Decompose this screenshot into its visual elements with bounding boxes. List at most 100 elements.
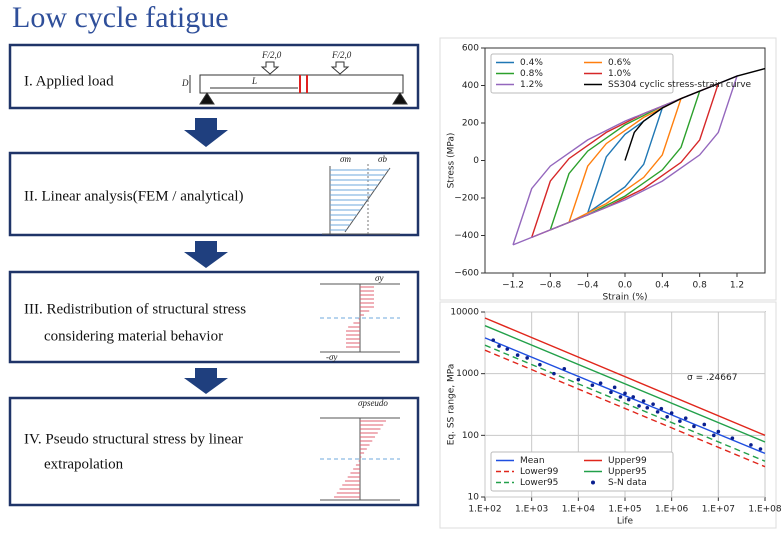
y-tick-label: 1000 [456, 369, 479, 379]
series-line [484, 349, 766, 468]
beam-figure [189, 61, 408, 105]
y-tick-label: 10 [468, 493, 480, 503]
data-point [497, 344, 501, 348]
legend-label: SS304 cyclic stress-strain curve [608, 80, 752, 90]
load-arrow [260, 61, 280, 75]
series-line [484, 337, 766, 455]
legend-label: S-N data [608, 478, 647, 488]
x-tick-label: 1.E+06 [655, 505, 689, 515]
data-point [637, 404, 641, 408]
x-tick-label: 1.E+03 [515, 505, 548, 515]
step-text: IV. Pseudo structural stress by linear [24, 431, 243, 447]
figure-label: L [251, 76, 257, 86]
data-point [758, 447, 763, 451]
y-tick-label: −200 [454, 194, 479, 204]
x-tick-label: 0.0 [618, 281, 633, 291]
step-box [8, 396, 420, 507]
x-tick-label: −0.8 [539, 281, 561, 291]
x-tick-label: −0.4 [577, 281, 599, 291]
figure-label: -σy [326, 352, 337, 362]
x-tick-label: 0.4 [655, 281, 670, 291]
data-point [525, 356, 529, 360]
figure-label: σm [340, 154, 351, 164]
data-point [669, 411, 674, 415]
support [392, 92, 408, 105]
x-tick-label: 1.2 [730, 281, 744, 291]
step-text: considering material behavior [44, 328, 223, 344]
series-line [624, 67, 766, 161]
load-arrow [330, 61, 350, 75]
data-point [659, 406, 664, 411]
data-point [618, 395, 623, 399]
series-line [484, 344, 766, 462]
data-point [641, 399, 646, 403]
data-point [612, 385, 617, 390]
y-tick-label: −600 [454, 269, 479, 279]
data-point [645, 405, 650, 410]
legend-label: Mean [520, 456, 545, 466]
figure-label: F/2,0 [261, 50, 282, 60]
slide-title: Low cycle fatigue [12, 1, 229, 34]
data-point [576, 377, 581, 382]
x-tick-label: −1.2 [502, 281, 524, 291]
data-point [730, 436, 735, 440]
legend-box [490, 53, 674, 94]
figure-label: F/2,0 [331, 50, 352, 60]
y-tick-label: 0 [473, 156, 479, 166]
legend-marker [591, 480, 595, 485]
legend-label: 1.2% [520, 80, 543, 90]
data-point [598, 381, 603, 386]
y-tick-label: −400 [454, 231, 479, 241]
data-point [665, 414, 669, 419]
data-point [505, 347, 510, 351]
data-point [626, 397, 631, 402]
data-point [683, 416, 688, 420]
legend-label: 1.0% [608, 69, 631, 79]
legend-label: Lower95 [520, 478, 558, 488]
data-point [678, 419, 682, 423]
data-point [712, 433, 716, 438]
y-axis-label: Eq. SS range, MPa [447, 364, 457, 446]
data-point [590, 383, 595, 388]
step-text: II. Linear analysis(FEM / analytical) [24, 188, 244, 204]
y-tick-label: 10000 [450, 308, 479, 318]
step-text: III. Redistribution of structural stress [24, 301, 246, 317]
step-text: I. Applied load [24, 73, 114, 89]
annotation: σ = .24667 [687, 373, 737, 383]
step-box [8, 43, 420, 110]
y-tick-label: 100 [462, 431, 479, 441]
figure-label: σb [378, 154, 387, 164]
data-point [538, 362, 542, 367]
data-point [655, 410, 660, 414]
x-tick-label: 1.E+04 [562, 505, 596, 515]
figure-label: σpseudo [358, 398, 388, 408]
x-axis-label: Life [617, 517, 634, 527]
x-tick-label: 1.E+02 [468, 505, 501, 515]
legend-box [490, 451, 674, 492]
data-point [609, 390, 613, 395]
legend-label: 0.8% [520, 69, 543, 79]
support [199, 92, 215, 105]
legend-label: Upper99 [608, 456, 647, 466]
figure-label: σy [375, 273, 383, 283]
x-axis-label: Strain (%) [602, 293, 647, 303]
legend-label: 0.6% [608, 58, 631, 68]
down-arrow [184, 241, 228, 268]
x-tick-label: 1.E+08 [748, 505, 781, 515]
data-point [491, 338, 496, 342]
y-tick-label: 200 [462, 119, 479, 129]
data-point [702, 422, 707, 427]
y-tick-label: 400 [462, 81, 479, 91]
data-point [623, 391, 627, 396]
data-point [631, 395, 636, 399]
x-tick-label: 0.8 [693, 281, 708, 291]
down-arrow [184, 368, 228, 394]
stress-figures [320, 164, 400, 501]
step-box [8, 151, 420, 237]
legend-label: 0.4% [520, 58, 543, 68]
beam [199, 74, 404, 94]
data-point [515, 353, 520, 357]
